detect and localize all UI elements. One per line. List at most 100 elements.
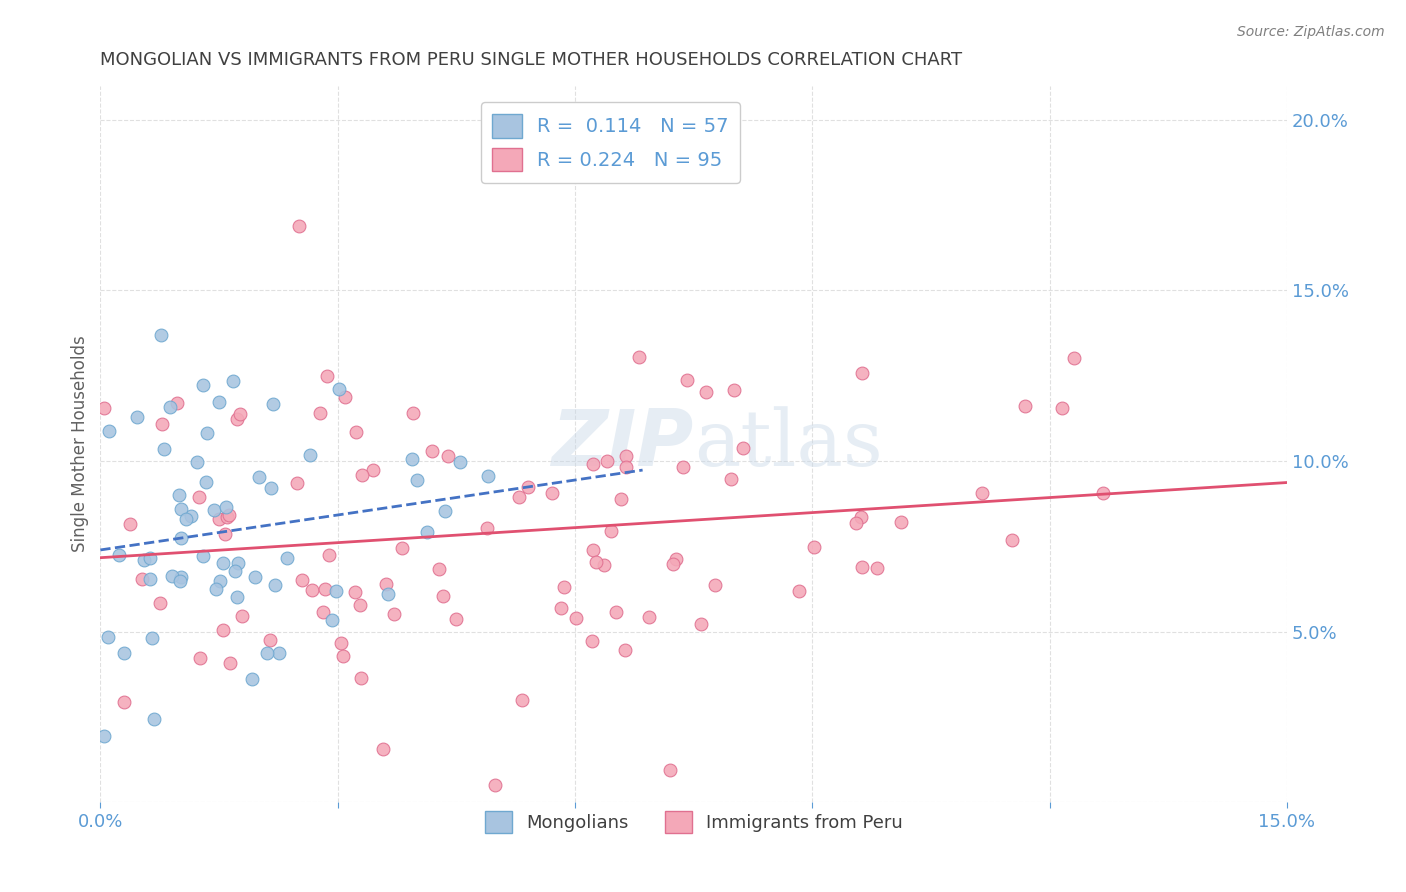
Point: [343, 585, 366, 599]
Point: [211, 556, 233, 570]
Point: [401, 451, 423, 466]
Point: [627, 350, 650, 364]
Point: [328, 383, 350, 397]
Point: [231, 609, 253, 624]
Point: [150, 328, 173, 343]
Point: [477, 468, 499, 483]
Point: [321, 613, 343, 627]
Point: [226, 412, 249, 426]
Point: [614, 643, 637, 657]
Text: atlas: atlas: [693, 406, 883, 482]
Point: [659, 764, 682, 778]
Point: [581, 633, 603, 648]
Point: [664, 551, 686, 566]
Point: [614, 449, 637, 463]
Point: [186, 455, 208, 469]
Point: [188, 491, 211, 505]
Point: [406, 473, 429, 487]
Point: [139, 551, 162, 566]
Point: [582, 457, 605, 471]
Point: [373, 742, 395, 756]
Point: [550, 601, 572, 615]
Point: [243, 570, 266, 584]
Point: [600, 524, 623, 538]
Point: [176, 512, 198, 526]
Point: [162, 568, 184, 582]
Point: [427, 562, 450, 576]
Point: [212, 624, 235, 638]
Point: [564, 611, 586, 625]
Text: ZIP: ZIP: [551, 406, 693, 482]
Point: [222, 374, 245, 388]
Point: [402, 406, 425, 420]
Point: [208, 574, 231, 589]
Point: [672, 459, 695, 474]
Point: [170, 531, 193, 545]
Point: [704, 577, 727, 591]
Point: [605, 605, 627, 619]
Point: [125, 409, 148, 424]
Point: [141, 632, 163, 646]
Point: [150, 417, 173, 432]
Point: [131, 573, 153, 587]
Point: [108, 548, 131, 562]
Point: [553, 580, 575, 594]
Point: [112, 695, 135, 709]
Text: MONGOLIAN VS IMMIGRANTS FROM PERU SINGLE MOTHER HOUSEHOLDS CORRELATION CHART: MONGOLIAN VS IMMIGRANTS FROM PERU SINGLE…: [100, 51, 963, 69]
Point: [291, 573, 314, 587]
Point: [593, 558, 616, 572]
Point: [214, 527, 236, 541]
Point: [444, 612, 467, 626]
Point: [219, 656, 242, 670]
Point: [377, 587, 399, 601]
Point: [224, 564, 246, 578]
Point: [662, 558, 685, 572]
Point: [264, 578, 287, 592]
Point: [1063, 351, 1085, 365]
Point: [269, 646, 291, 660]
Point: [180, 508, 202, 523]
Point: [325, 583, 347, 598]
Point: [675, 373, 697, 387]
Point: [259, 632, 281, 647]
Point: [596, 454, 619, 468]
Point: [118, 517, 141, 532]
Point: [93, 729, 115, 743]
Point: [170, 569, 193, 583]
Point: [581, 543, 603, 558]
Point: [215, 500, 238, 515]
Point: [240, 672, 263, 686]
Point: [134, 553, 156, 567]
Point: [98, 424, 121, 438]
Point: [690, 617, 713, 632]
Point: [437, 449, 460, 463]
Point: [301, 583, 323, 598]
Point: [112, 646, 135, 660]
Point: [723, 383, 745, 397]
Point: [247, 470, 270, 484]
Point: [350, 467, 373, 482]
Point: [420, 444, 443, 458]
Point: [585, 555, 607, 569]
Point: [285, 476, 308, 491]
Point: [318, 548, 340, 562]
Point: [260, 481, 283, 495]
Point: [610, 492, 633, 507]
Point: [316, 368, 339, 383]
Point: [215, 510, 238, 524]
Point: [614, 459, 637, 474]
Point: [332, 649, 354, 664]
Point: [169, 574, 191, 588]
Point: [787, 583, 810, 598]
Point: [202, 503, 225, 517]
Point: [391, 541, 413, 555]
Point: [314, 582, 336, 597]
Point: [195, 425, 218, 440]
Point: [1001, 533, 1024, 547]
Point: [208, 512, 231, 526]
Point: [972, 486, 994, 500]
Point: [484, 778, 506, 792]
Point: [256, 646, 278, 660]
Point: [540, 485, 562, 500]
Point: [851, 560, 873, 574]
